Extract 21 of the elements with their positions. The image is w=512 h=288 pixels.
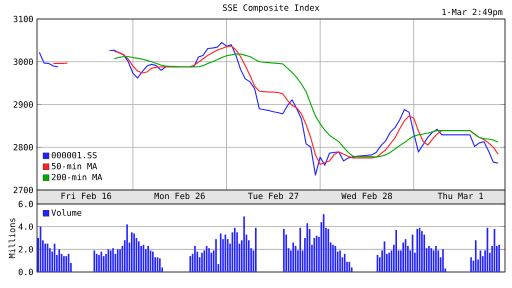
y-tick-label: 3100	[14, 16, 33, 22]
y-axis-title: Millions	[8, 218, 16, 258]
y-tick-label: 2700	[14, 186, 33, 194]
legend-label: 000001.SS	[52, 152, 97, 158]
x-tick-label: Tue Feb 27	[248, 192, 298, 200]
legend-label: 50-min MA	[52, 162, 98, 170]
chart-subtitle: 1-Mar 2:49pm	[442, 8, 502, 17]
y-tick-label: 6.0	[18, 200, 33, 208]
y-tick-label: 4.0	[18, 223, 33, 230]
y-tick-label: 2.0	[18, 246, 33, 253]
x-tick-label: Mon Feb 26	[154, 192, 205, 200]
legend-label: 200-min MA	[52, 174, 102, 180]
y-tick-label: 0.0	[18, 268, 33, 276]
legend-label: Volume	[51, 209, 82, 216]
y-tick-label: 2800	[14, 144, 33, 150]
x-tick-label: Wed Feb 28	[341, 192, 392, 200]
x-tick-label: Thu Mar 1	[438, 192, 483, 200]
chart-title: SSE Composite Index	[222, 4, 320, 12]
y-tick-label: 2900	[14, 101, 33, 108]
y-tick-label: 3000	[14, 58, 33, 65]
x-tick-label: Fri Feb 16	[62, 192, 112, 200]
